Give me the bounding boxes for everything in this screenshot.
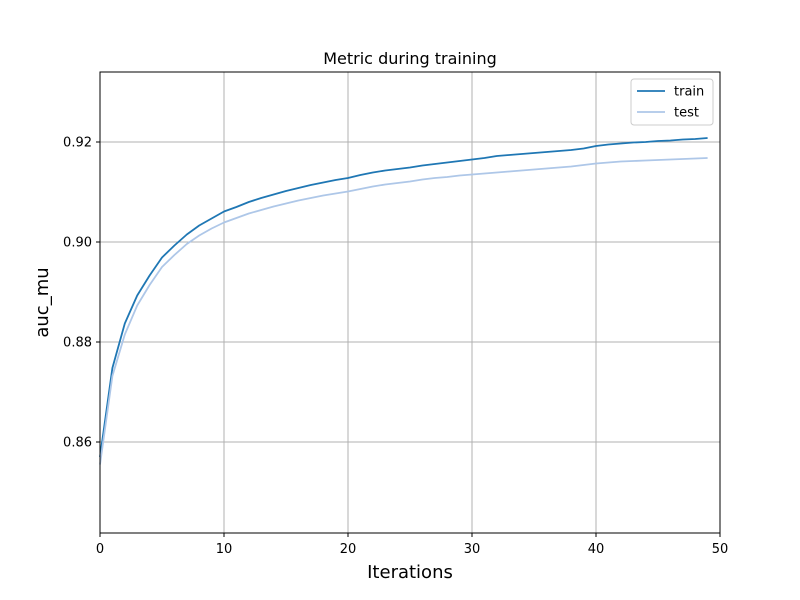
series-line-test xyxy=(99,157,708,465)
axis-ticks: 0 10 20 30 40 50 0.86 0.88 0.90 0.92 xyxy=(63,136,728,558)
x-axis-title: Iterations xyxy=(367,562,453,583)
x-tick-label: 20 xyxy=(340,542,357,557)
legend-label-train: train xyxy=(674,85,704,100)
y-tick-label: 0.86 xyxy=(63,436,92,451)
x-tick-label: 40 xyxy=(588,542,605,557)
x-tick-label: 30 xyxy=(464,542,481,557)
x-tick-label: 0 xyxy=(96,542,104,557)
y-tick-label: 0.88 xyxy=(63,336,92,351)
plot-frame xyxy=(99,71,721,534)
legend-label-test: test xyxy=(674,106,699,121)
grid xyxy=(99,72,721,533)
legend: train test xyxy=(630,78,714,126)
x-tick-label: 10 xyxy=(216,542,233,557)
chart-title: Metric during training xyxy=(323,49,497,68)
y-tick-label: 0.90 xyxy=(63,236,92,251)
series-lines xyxy=(99,137,708,465)
series-line-train xyxy=(99,137,708,458)
x-tick-label: 50 xyxy=(712,542,729,557)
y-tick-label: 0.92 xyxy=(63,136,92,151)
y-axis-title: auc_mu xyxy=(32,267,53,337)
